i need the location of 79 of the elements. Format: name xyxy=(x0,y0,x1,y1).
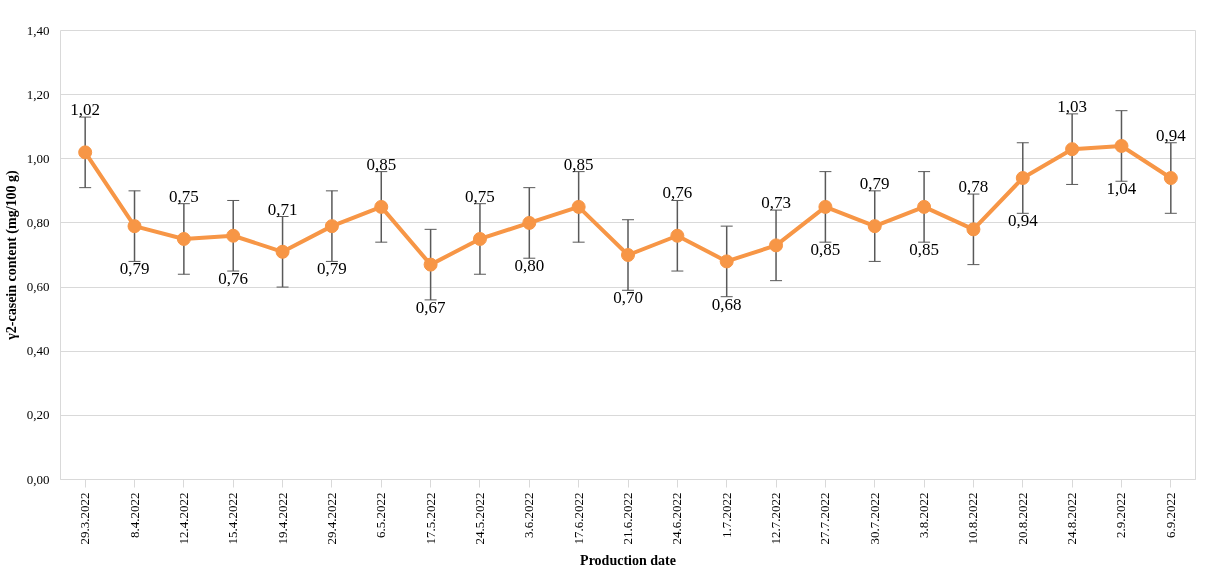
data-label: 0,78 xyxy=(958,177,989,197)
point xyxy=(176,231,191,246)
x-tick-label: 20.8.2022 xyxy=(1014,492,1030,545)
data-label: 0,85 xyxy=(563,154,594,174)
x-tick-label: 6.5.2022 xyxy=(373,492,389,538)
point xyxy=(571,199,586,214)
data-label: 0,76 xyxy=(218,269,249,289)
data-label: 0,80 xyxy=(514,256,545,276)
x-tick-label: 19.4.2022 xyxy=(274,492,290,545)
point xyxy=(670,228,685,243)
x-tick-label: 30.7.2022 xyxy=(866,492,882,545)
x-tick-label: 6.9.2022 xyxy=(1162,492,1178,538)
data-label: 1,02 xyxy=(70,100,101,120)
data-label: 0,79 xyxy=(119,259,150,279)
x-tick-label: 24.5.2022 xyxy=(471,492,487,545)
x-tick-label: 10.8.2022 xyxy=(965,492,981,545)
x-tick-label: 2.9.2022 xyxy=(1113,492,1129,538)
data-label: 0,75 xyxy=(465,186,495,206)
x-tick-label: 17.5.2022 xyxy=(422,492,438,545)
y-tick-label: 0,80 xyxy=(26,214,50,230)
y-tick-label: 0,20 xyxy=(26,407,50,423)
point xyxy=(226,228,241,243)
x-tick-label: 24.8.2022 xyxy=(1064,492,1080,545)
x-axis-title: Production date xyxy=(580,552,676,568)
point xyxy=(324,219,339,234)
point xyxy=(275,244,290,259)
y-tick-label: 1,20 xyxy=(26,86,50,102)
data-label: 0,76 xyxy=(662,183,693,203)
data-label: 1,04 xyxy=(1106,179,1137,199)
data-label: 0,70 xyxy=(613,288,643,308)
x-tick-label: 8.4.2022 xyxy=(126,492,142,538)
point xyxy=(818,199,833,214)
point xyxy=(719,254,734,269)
point xyxy=(1163,171,1178,186)
x-tick-label: 1.7.2022 xyxy=(718,492,734,538)
x-tick-label: 29.4.2022 xyxy=(323,492,339,545)
y-tick-label: 0,60 xyxy=(26,279,50,295)
point xyxy=(374,199,389,214)
x-tick-label: 17.6.2022 xyxy=(570,492,586,545)
data-label: 0,85 xyxy=(909,240,939,260)
y-tick-label: 0,40 xyxy=(26,343,50,359)
data-label: 0,79 xyxy=(859,173,890,193)
y-axis-title: γ2-casein content (mg/100 g) xyxy=(3,169,20,341)
data-label: 0,85 xyxy=(810,240,841,260)
x-tick-label: 12.7.2022 xyxy=(768,492,784,545)
x-tick-label: 3.6.2022 xyxy=(521,492,537,538)
x-tick-label: 27.7.2022 xyxy=(817,492,833,545)
point xyxy=(621,248,635,262)
data-label: 0,75 xyxy=(168,186,199,206)
y-tick-label: 1,00 xyxy=(26,150,50,166)
data-label: 0,71 xyxy=(267,199,298,219)
x-tick-label: 21.6.2022 xyxy=(620,492,635,545)
x-tick-label: 3.8.2022 xyxy=(916,492,932,538)
data-label: 0,94 xyxy=(1007,211,1039,231)
x-tick-label: 15.4.2022 xyxy=(225,492,241,545)
data-label: 0,94 xyxy=(1155,125,1187,145)
data-label: 0,68 xyxy=(711,294,742,314)
point xyxy=(769,238,784,253)
y-tick-label: 1,40 xyxy=(26,22,50,38)
data-label: 1,03 xyxy=(1057,96,1088,116)
point xyxy=(1015,171,1030,186)
point xyxy=(917,199,932,214)
point xyxy=(522,215,537,230)
x-tick-label: 29.3.2022 xyxy=(77,492,93,545)
data-label: 0,67 xyxy=(415,297,446,317)
point xyxy=(867,219,882,234)
point xyxy=(1065,142,1080,157)
point xyxy=(78,145,93,160)
point xyxy=(966,222,981,237)
x-tick-label: 24.6.2022 xyxy=(669,492,685,545)
point xyxy=(423,257,438,272)
data-label: 0,73 xyxy=(761,193,791,213)
point xyxy=(127,219,142,234)
x-tick-label: 12.4.2022 xyxy=(175,492,191,545)
y-tick-label: 0,00 xyxy=(26,471,50,487)
data-label: 0,85 xyxy=(366,154,397,174)
point xyxy=(472,231,487,246)
point xyxy=(1114,138,1129,153)
data-label: 0,79 xyxy=(317,259,347,279)
